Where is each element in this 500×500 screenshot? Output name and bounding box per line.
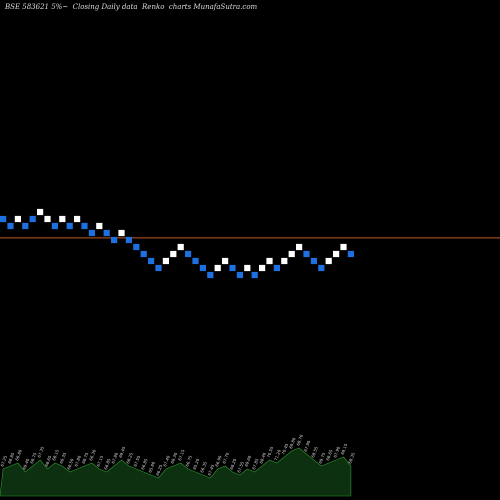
- volume-label: 68.15: [51, 448, 60, 461]
- volume-label: 68.50: [66, 457, 75, 470]
- volume-label: 66.85: [103, 457, 112, 470]
- volume-label: 69.15: [340, 442, 349, 455]
- volume-label: 67.80: [73, 454, 82, 467]
- renko-down-box: [318, 264, 325, 272]
- volume-label: 67.35: [36, 445, 45, 458]
- renko-up-box: [244, 264, 251, 272]
- renko-down-box: [236, 271, 243, 279]
- renko-up-box: [259, 264, 266, 272]
- renko-up-box: [266, 257, 273, 265]
- volume-label: 66.30: [88, 448, 97, 461]
- renko-down-box: [7, 222, 14, 230]
- renko-down-box: [0, 215, 7, 223]
- volume-label: 68.65: [325, 448, 334, 461]
- volume-label: 66.75: [184, 454, 193, 467]
- renko-up-box: [177, 243, 184, 251]
- volume-label: 69.35: [59, 451, 68, 464]
- volume-label: 67.55: [133, 454, 142, 467]
- renko-down-box: [229, 264, 236, 272]
- volume-label: 66.25: [155, 463, 164, 476]
- renko-up-box: [96, 222, 103, 230]
- volume-label: 68.20: [229, 457, 238, 470]
- volume-label: 69.80: [288, 436, 297, 449]
- renko-up-box: [214, 264, 221, 272]
- volume-label: 68.75: [29, 451, 38, 464]
- renko-down-box: [310, 257, 317, 265]
- renko-up-box: [59, 215, 66, 223]
- renko-up-box: [118, 229, 125, 237]
- volume-label: 67.85: [251, 457, 260, 470]
- renko-down-box: [140, 250, 147, 258]
- renko-down-box: [103, 229, 110, 237]
- renko-up-box: [162, 257, 169, 265]
- volume-label: 67.15: [177, 448, 186, 461]
- renko-down-box: [192, 257, 199, 265]
- volume-label: 71.20: [273, 448, 282, 461]
- volume-area: [0, 447, 352, 497]
- volume-label: 66.90: [214, 454, 223, 467]
- volume-label: 69.75: [318, 451, 327, 464]
- renko-down-box: [29, 215, 36, 223]
- renko-down-box: [81, 222, 88, 230]
- renko-up-box: [37, 208, 44, 216]
- chart-title: BSE 583621 5%~ Closing Daily data Renko …: [5, 3, 258, 11]
- volume-label: 65.20: [192, 457, 201, 470]
- volume-label: 68.40: [258, 451, 267, 464]
- renko-up-box: [170, 250, 177, 258]
- renko-down-box: [303, 250, 310, 258]
- volume-label: 67.80: [110, 451, 119, 464]
- volume-label: 70.55: [266, 445, 275, 458]
- volume-label: 68.75: [81, 451, 90, 464]
- volume-label: 66.85: [140, 457, 149, 470]
- volume-label: 68.35: [347, 451, 356, 464]
- renko-down-box: [111, 236, 118, 244]
- renko-down-box: [251, 271, 258, 279]
- renko-down-box: [148, 257, 155, 265]
- volume-label: 67.40: [162, 454, 171, 467]
- volume-label: 66.80: [14, 448, 23, 461]
- renko-down-box: [155, 264, 162, 272]
- renko-down-box: [133, 243, 140, 251]
- volume-label: 68.55: [310, 445, 319, 458]
- volume-label: 69.60: [244, 454, 253, 467]
- volume-label: 67.55: [236, 460, 245, 473]
- renko-up-box: [340, 243, 347, 251]
- renko-down-box: [347, 250, 354, 258]
- volume-label: 67.45: [207, 463, 216, 476]
- renko-down-box: [199, 264, 206, 272]
- renko-down-box: [22, 222, 29, 230]
- renko-down-box: [66, 222, 73, 230]
- volume-label: 65.80: [147, 460, 156, 473]
- renko-up-box: [288, 250, 295, 258]
- renko-up-box: [325, 257, 332, 265]
- volume-label: 69.40: [22, 457, 31, 470]
- renko-up-box: [281, 257, 288, 265]
- renko-up-box: [296, 243, 303, 251]
- volume-label: 70.45: [281, 442, 290, 455]
- volume-label: 67.70: [221, 451, 230, 464]
- volume-label: 67.25: [0, 454, 8, 467]
- volume-label: 68.65: [44, 454, 53, 467]
- volume-label: 67.90: [303, 439, 312, 452]
- volume-label: 67.15: [96, 454, 105, 467]
- renko-up-box: [333, 250, 340, 258]
- renko-down-box: [88, 229, 95, 237]
- volume-label: 68.70: [295, 433, 304, 446]
- volume-label: 68.85: [7, 451, 16, 464]
- renko-down-box: [207, 271, 214, 279]
- volume-label: 67.90: [332, 445, 341, 458]
- renko-down-box: [273, 264, 280, 272]
- renko-up-box: [74, 215, 81, 223]
- volume-label: 69.45: [118, 445, 127, 458]
- renko-up-box: [44, 215, 51, 223]
- renko-down-box: [125, 236, 132, 244]
- renko-down-box: [185, 250, 192, 258]
- volume-label: 68.30: [170, 451, 179, 464]
- renko-down-box: [51, 222, 58, 230]
- renko-up-box: [222, 257, 229, 265]
- volume-label: 68.25: [125, 451, 134, 464]
- renko-up-box: [14, 215, 21, 223]
- volume-label: 66.35: [199, 460, 208, 473]
